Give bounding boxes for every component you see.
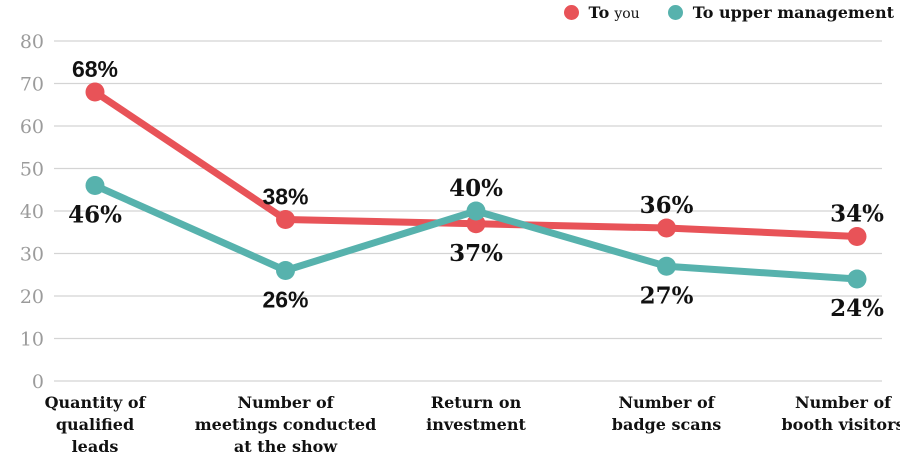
y-axis-tick-label: 60: [20, 116, 44, 138]
data-point[interactable]: [85, 82, 105, 102]
legend-label-to-upper-management: To upper management: [693, 3, 894, 22]
x-axis-category-label: Number of booth visitors: [781, 393, 900, 434]
legend: To you To upper management: [563, 3, 894, 22]
data-point[interactable]: [847, 269, 867, 289]
y-axis-tick-label: 70: [20, 74, 44, 96]
data-point[interactable]: [85, 176, 105, 195]
legend-label-text: To: [588, 3, 610, 22]
legend-dot-icon: [667, 5, 683, 20]
data-point[interactable]: [276, 261, 295, 280]
x-axis-category-label: Quantity of qualified leads: [45, 393, 147, 456]
legend-label-text: To upper management: [692, 3, 894, 22]
data-point-label: 40%: [449, 175, 503, 202]
data-point-label: 34%: [830, 201, 884, 228]
y-axis-tick-label: 30: [20, 244, 44, 266]
data-point[interactable]: [657, 256, 676, 276]
y-axis-tick-label: 50: [20, 159, 44, 181]
legend-item-to-you[interactable]: To you: [563, 3, 640, 22]
data-point[interactable]: [276, 210, 295, 229]
data-point-label: 46%: [68, 202, 122, 229]
data-point[interactable]: [466, 201, 486, 221]
legend-item-to-upper-management[interactable]: To upper management: [667, 3, 894, 22]
data-point-label: 37%: [449, 240, 503, 267]
y-axis-tick-label: 10: [20, 329, 44, 351]
data-point-label: 27%: [640, 282, 694, 309]
data-point[interactable]: [657, 218, 676, 238]
y-axis-tick-label: 0: [32, 371, 44, 393]
legend-label-text-light: you: [614, 6, 640, 22]
data-point-label: 36%: [640, 192, 694, 219]
x-axis-category-label: Number of meetings conducted at the show: [195, 393, 377, 456]
y-axis-tick-label: 40: [20, 201, 44, 223]
legend-dot-icon: [563, 5, 579, 20]
data-point-label: 68%: [72, 56, 118, 82]
legend-label-to-you: To you: [589, 3, 640, 22]
data-point[interactable]: [847, 227, 867, 246]
x-axis-category-label: Number of badge scans: [612, 393, 721, 434]
data-point-label: 26%: [262, 287, 308, 313]
data-point-label: 38%: [262, 184, 308, 210]
data-point-label: 24%: [830, 295, 884, 322]
x-axis-category-label: Return on investment: [426, 393, 526, 434]
y-axis-tick-label: 80: [20, 31, 44, 53]
y-axis-tick-label: 20: [20, 286, 44, 308]
